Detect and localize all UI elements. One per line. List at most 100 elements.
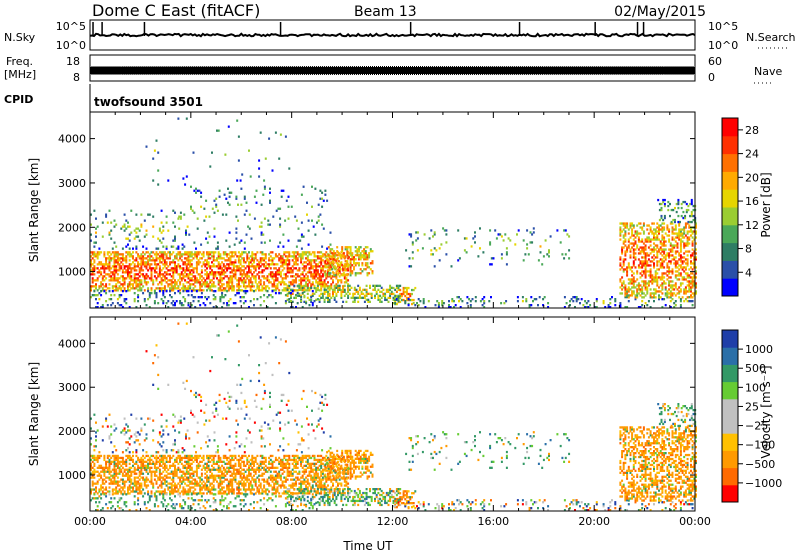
power-cell xyxy=(115,245,118,248)
power-cell xyxy=(671,230,674,233)
velocity-cell xyxy=(192,472,195,475)
power-cell xyxy=(283,263,286,266)
power-cell xyxy=(261,285,264,288)
velocity-cell xyxy=(143,466,146,469)
power-cell xyxy=(642,292,645,295)
velocity-cell xyxy=(116,462,119,465)
power-cell xyxy=(162,273,165,276)
power-cell xyxy=(361,262,364,265)
velocity-cell xyxy=(199,484,202,487)
power-cell xyxy=(127,273,129,276)
power-cell xyxy=(362,296,365,299)
power-cell xyxy=(637,292,640,295)
power-cell xyxy=(295,289,297,292)
velocity-cell xyxy=(167,486,170,489)
power-cell xyxy=(269,294,272,297)
power-cell xyxy=(624,238,627,241)
power-cell xyxy=(308,271,311,274)
power-cell xyxy=(306,271,309,274)
power-cell xyxy=(115,223,118,226)
power-cell xyxy=(162,302,165,305)
power-cell xyxy=(155,139,158,142)
power-cell xyxy=(98,247,101,250)
power-cell xyxy=(95,285,97,288)
power-cell xyxy=(239,253,242,256)
power-cell xyxy=(634,232,637,235)
power-cell xyxy=(654,278,657,281)
power-cell xyxy=(216,306,218,309)
power-cell xyxy=(324,270,327,273)
power-cell xyxy=(118,267,121,270)
power-cell xyxy=(296,292,299,295)
power-cell xyxy=(542,304,545,307)
power-cell xyxy=(182,267,185,270)
power-cell xyxy=(125,298,128,301)
power-cell xyxy=(251,255,254,258)
power-cell xyxy=(147,275,150,278)
power-cell xyxy=(461,300,464,303)
velocity-cell xyxy=(148,466,151,469)
power-cell xyxy=(93,267,96,270)
power-cell xyxy=(642,272,645,275)
power-cell xyxy=(185,253,188,256)
power-cell xyxy=(389,296,392,299)
power-cell xyxy=(644,270,647,273)
velocity-cell xyxy=(222,490,225,493)
power-cell xyxy=(246,255,249,258)
power-cell xyxy=(352,294,355,297)
power-cell xyxy=(684,244,687,247)
power-cell xyxy=(639,226,642,229)
power-cell xyxy=(639,266,642,269)
power-cell xyxy=(274,131,277,134)
power-cell xyxy=(305,261,308,264)
freq-trace xyxy=(89,66,696,75)
power-cell xyxy=(128,247,131,250)
power-cell xyxy=(115,259,118,262)
power-cell xyxy=(130,279,133,282)
velocity-cell xyxy=(211,464,213,467)
power-cell xyxy=(194,279,197,282)
power-cell xyxy=(167,300,170,303)
power-cell xyxy=(143,279,146,282)
power-cell xyxy=(626,306,629,309)
power-cell xyxy=(268,253,271,256)
power-cell xyxy=(227,265,230,268)
power-cell xyxy=(669,294,672,297)
power-cell xyxy=(200,265,203,268)
power-cell xyxy=(234,302,237,305)
velocity-cell xyxy=(98,478,101,481)
power-cell xyxy=(364,246,367,249)
power-cell xyxy=(123,277,126,280)
velocity-cell xyxy=(209,474,212,477)
velocity-cell xyxy=(226,456,229,460)
power-cell xyxy=(237,277,240,280)
power-cell xyxy=(400,298,403,302)
power-cell xyxy=(229,285,232,288)
power-cell xyxy=(372,288,375,291)
power-cell xyxy=(674,228,677,231)
velocity-cell xyxy=(125,460,128,463)
power-cell xyxy=(145,267,148,270)
power-cell xyxy=(249,277,252,280)
power-cell xyxy=(128,265,131,268)
power-cell xyxy=(170,253,173,256)
power-cell xyxy=(218,195,221,198)
power-cell xyxy=(298,279,301,282)
power-cell xyxy=(240,187,243,190)
power-cell xyxy=(140,287,143,290)
power-cell xyxy=(135,306,138,309)
power-cell xyxy=(328,289,331,292)
power-cell xyxy=(226,259,229,262)
power-cell xyxy=(111,277,114,280)
power-cell xyxy=(140,261,143,264)
velocity-cell xyxy=(219,458,222,462)
power-cell xyxy=(128,283,131,286)
power-cell xyxy=(641,240,644,243)
power-cell xyxy=(165,245,168,248)
velocity-cell xyxy=(195,456,198,460)
velocity-cell xyxy=(189,480,192,483)
power-cell xyxy=(642,280,645,283)
power-cell xyxy=(641,290,644,293)
power-cell xyxy=(108,263,111,266)
power-cell xyxy=(174,239,176,242)
